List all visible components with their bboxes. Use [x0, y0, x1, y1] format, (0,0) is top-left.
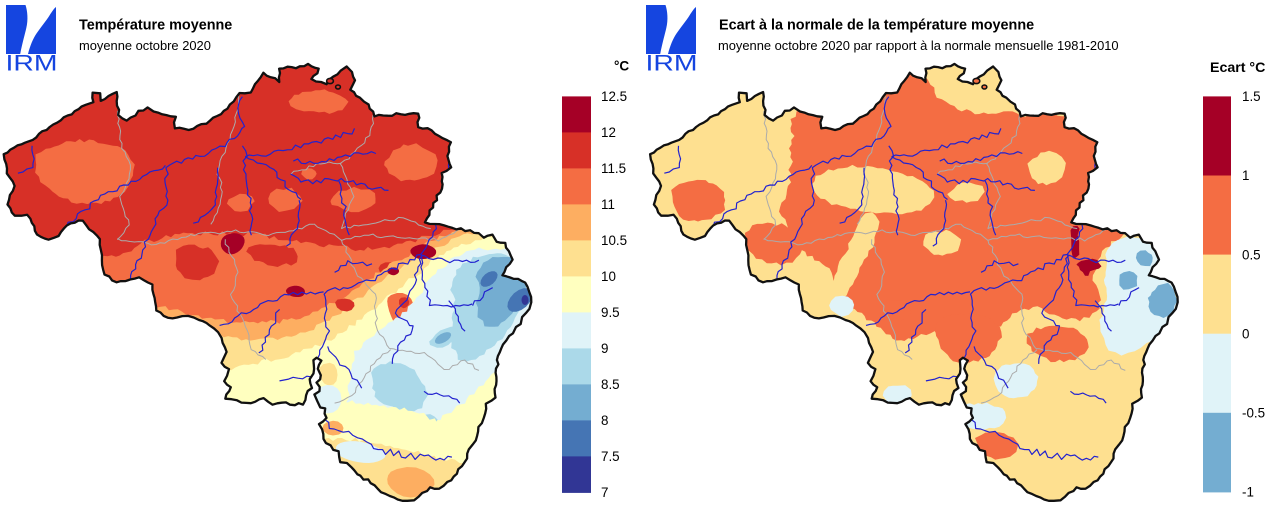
- svg-text:Ecart °C: Ecart °C: [1210, 60, 1265, 76]
- svg-text:Ecart à la normale de la tempé: Ecart à la normale de la température moy…: [719, 18, 1034, 34]
- svg-text:-1: -1: [1242, 485, 1254, 500]
- svg-text:IRM: IRM: [646, 51, 698, 76]
- svg-text:7: 7: [601, 485, 608, 500]
- svg-text:8: 8: [601, 413, 608, 428]
- svg-text:0.5: 0.5: [1242, 247, 1261, 262]
- svg-text:10.5: 10.5: [601, 233, 627, 248]
- svg-text:12: 12: [601, 125, 616, 140]
- svg-text:7.5: 7.5: [601, 449, 620, 464]
- svg-text:IRM: IRM: [6, 51, 58, 76]
- svg-text:Température moyenne: Température moyenne: [79, 18, 232, 34]
- svg-text:°C: °C: [614, 59, 629, 74]
- svg-text:1: 1: [1242, 168, 1249, 183]
- svg-text:12.5: 12.5: [601, 89, 627, 104]
- svg-text:9.5: 9.5: [601, 305, 620, 320]
- svg-text:-0.5: -0.5: [1242, 406, 1265, 421]
- svg-text:0: 0: [1242, 326, 1249, 341]
- svg-text:moyenne octobre 2020: moyenne octobre 2020: [79, 38, 211, 53]
- svg-text:10: 10: [601, 269, 616, 284]
- svg-text:8.5: 8.5: [601, 377, 620, 392]
- svg-text:11.5: 11.5: [601, 161, 626, 176]
- svg-text:9: 9: [601, 341, 608, 356]
- svg-text:1.5: 1.5: [1242, 89, 1261, 104]
- svg-text:11: 11: [601, 197, 615, 212]
- svg-text:moyenne octobre 2020 par rappo: moyenne octobre 2020 par rapport à la no…: [718, 38, 1119, 53]
